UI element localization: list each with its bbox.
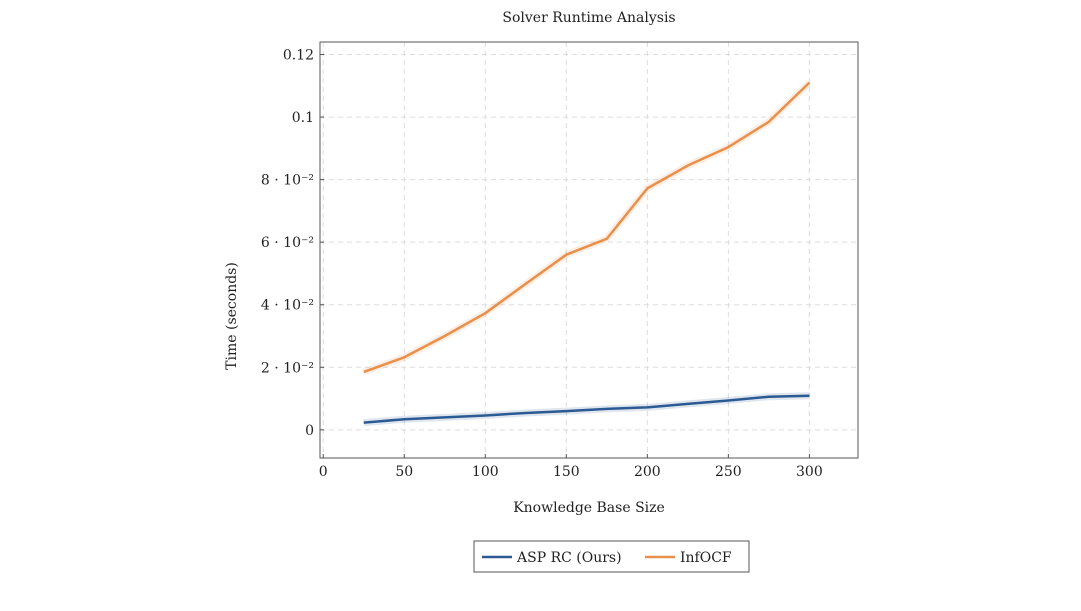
x-tick-label: 0 — [319, 464, 328, 480]
y-tick-label: 0.1 — [292, 110, 314, 126]
series-line-0 — [363, 394, 810, 424]
series-band-1 — [362, 80, 812, 376]
ticks: 0 50 100 150 200 250 300 0 2 · 10⁻² 4 · 10⁻² 6 · 1… — [261, 48, 823, 480]
series-lines — [362, 80, 812, 427]
x-tick-label: 50 — [395, 464, 413, 480]
y-tick-label: 2 · 10⁻² — [261, 360, 314, 376]
y-tick-label: 4 · 10⁻² — [261, 298, 314, 314]
y-axis-label: Time (seconds) — [224, 262, 240, 370]
x-axis-label: Knowledge Base Size — [513, 500, 665, 516]
y-tick-label: 0 — [305, 423, 314, 439]
legend-label-asp: ASP RC (Ours) — [516, 550, 622, 566]
series-line-1 — [363, 81, 811, 374]
legend: ASP RC (Ours) InfOCF — [473, 540, 750, 573]
y-tick-label: 8 · 10⁻² — [261, 173, 314, 189]
x-tick-label: 200 — [634, 464, 661, 480]
grid — [320, 42, 858, 458]
legend-label-infocf: InfOCF — [680, 550, 732, 566]
y-tick-label: 6 · 10⁻² — [261, 235, 314, 251]
x-tick-label: 250 — [715, 464, 742, 480]
x-tick-label: 300 — [796, 464, 823, 480]
chart-title: Solver Runtime Analysis — [502, 10, 675, 26]
x-tick-label: 100 — [472, 464, 499, 480]
plot-frame — [319, 41, 859, 459]
x-tick-label: 150 — [553, 464, 580, 480]
y-tick-label: 0.12 — [283, 48, 314, 64]
